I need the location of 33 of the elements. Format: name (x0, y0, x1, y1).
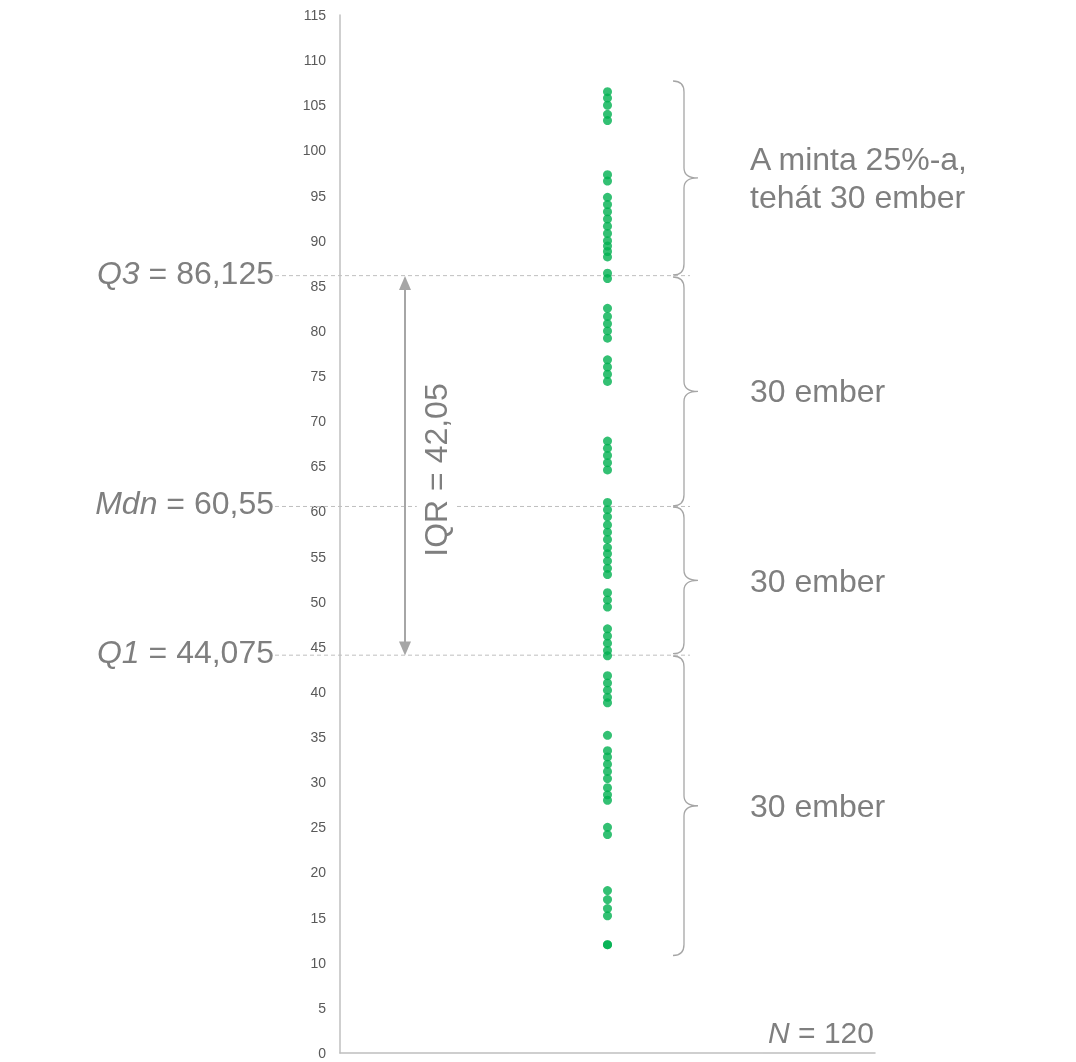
y-tick-label: 60 (310, 503, 327, 520)
y-tick-label: 50 (310, 593, 327, 610)
y-tick-label: 30 (310, 774, 327, 791)
y-tick-label: 70 (310, 413, 327, 430)
y-tick-label: 20 (310, 864, 327, 881)
ref-line-label: Q1 = 44,075 (96, 634, 274, 671)
ref-line-label: Mdn = 60,55 (95, 485, 274, 522)
text: 30 ember (750, 371, 887, 411)
y-tick-label: 5 (318, 999, 327, 1016)
y-tick-label: 15 (310, 909, 327, 926)
y-tick-label: 80 (310, 322, 327, 339)
y-tick-label: 95 (310, 187, 327, 204)
text: 30 ember (750, 786, 887, 826)
ref-line-label: Q3 = 86,125 (96, 254, 274, 291)
y-tick-label: 10 (310, 954, 327, 971)
annotation: IQR = 42,05 (416, 379, 456, 562)
y-tick-label: 35 (310, 729, 327, 746)
y-tick-label: 115 (303, 7, 327, 23)
y-tick-label: 55 (310, 548, 327, 565)
y-tick-label: 100 (302, 142, 327, 159)
y-tick-label: 25 (310, 819, 327, 836)
text: 30 ember (750, 561, 887, 601)
text: N = 120 (768, 1016, 874, 1049)
y-tick-label: 40 (310, 683, 327, 700)
y-tick-label: 105 (302, 97, 327, 114)
y-tick-label: 0 (318, 1045, 327, 1061)
y-tick-label: 45 (310, 638, 327, 655)
y-tick-label: 110 (303, 52, 327, 69)
text: A minta 25%-a, tehát 30 ember (750, 139, 968, 217)
y-tick-label: 75 (310, 368, 327, 385)
y-tick-label: 90 (310, 232, 327, 249)
y-tick-label: 85 (310, 277, 327, 294)
y-tick-label: 65 (310, 458, 327, 475)
